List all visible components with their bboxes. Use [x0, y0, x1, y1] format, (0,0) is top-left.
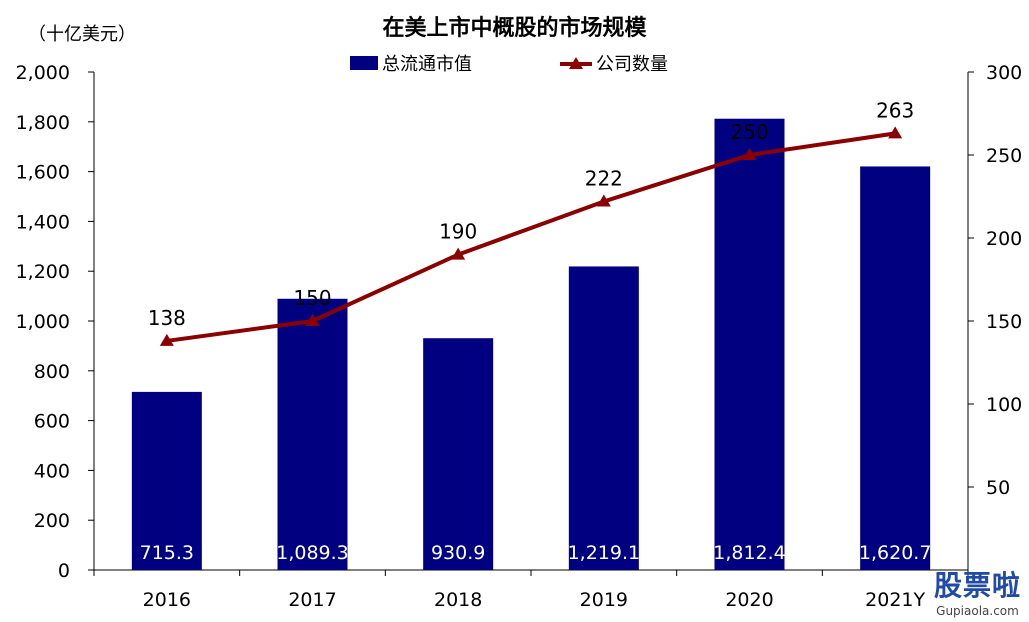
y-left-tick-label: 1,800: [16, 112, 70, 134]
legend-marker-line: [569, 57, 583, 69]
watermark-logo: 股票啦 Gupiaola.com: [934, 564, 1021, 618]
series-line: [166, 131, 896, 343]
y-left-tick-label: 2,000: [16, 62, 70, 84]
bar: [568, 266, 639, 570]
y-left-tick-label: 600: [34, 411, 70, 433]
bar: [860, 166, 931, 571]
y-left-tick-label: 1,600: [16, 162, 70, 184]
y-right-tick-label: 200: [986, 228, 1022, 250]
x-tick-label: 2016: [143, 589, 191, 611]
watermark-text: 股票啦: [933, 569, 1021, 602]
y-left-tick-label: 1,400: [16, 211, 70, 233]
y-right-tick-label: 150: [986, 311, 1022, 333]
line-data-label: 138: [148, 306, 186, 330]
y-right-tick-label: 300: [986, 62, 1022, 84]
y-left-tick-label: 400: [34, 460, 70, 482]
line-data-label: 250: [730, 120, 768, 144]
line-point: [888, 126, 903, 139]
legend-label-bar: 总流通市值: [382, 54, 472, 75]
legend-label-line: 公司数量: [596, 54, 668, 75]
bar: [423, 338, 494, 570]
bar: [131, 391, 202, 570]
line-data-label: 263: [876, 98, 914, 122]
bar: [277, 298, 348, 570]
chart-title: 在美上市中概股的市场规模: [382, 15, 647, 41]
line-point: [159, 333, 174, 346]
x-tick-label: 2020: [725, 589, 773, 611]
bar: [714, 118, 785, 570]
y-left-tick-label: 1,000: [16, 311, 70, 333]
y-left-tick-label: 1,200: [16, 261, 70, 283]
y-right-tick-label: 100: [986, 394, 1022, 416]
line-point: [451, 247, 466, 260]
watermark-sub: Gupiaola.com: [936, 604, 1019, 618]
bar-data-label: 1,089.3: [276, 542, 349, 564]
x-tick-label: 2021Y: [865, 589, 925, 611]
bar-data-label: 715.3: [140, 542, 194, 564]
line-point: [596, 194, 611, 207]
y-right-tick-label: 50: [986, 477, 1010, 499]
y-left-tick-label: 200: [34, 510, 70, 532]
line-data-label: 222: [585, 166, 623, 190]
y-left-tick-label: 800: [34, 361, 70, 383]
x-tick-label: 2017: [288, 589, 336, 611]
bar-data-label: 1,620.7: [859, 542, 932, 564]
y-left-tick-label: 0: [58, 560, 70, 582]
line-data-label: 150: [293, 286, 331, 310]
unit-label: （十亿美元）: [28, 24, 136, 45]
x-tick-label: 2019: [580, 589, 628, 611]
bar-data-label: 930.9: [431, 542, 485, 564]
bar-data-label: 1,219.1: [568, 542, 641, 564]
line-data-label: 190: [439, 220, 477, 244]
x-tick-label: 2018: [434, 589, 482, 611]
legend-swatch-bar: [350, 56, 378, 70]
line-point: [742, 148, 757, 160]
bar-data-label: 1,812.4: [713, 542, 786, 564]
y-right-tick-label: 250: [986, 145, 1022, 167]
line-point: [305, 314, 320, 326]
